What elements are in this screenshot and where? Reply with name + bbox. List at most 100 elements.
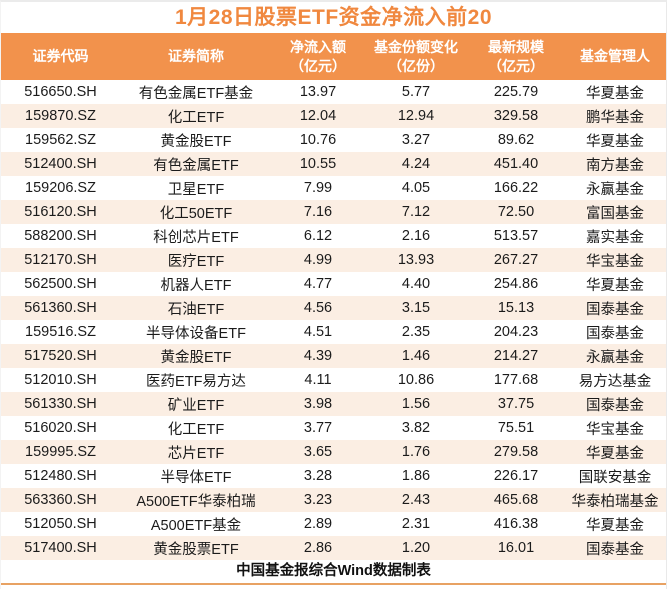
column-header-latest-scale: 最新规模 （亿元） [488,38,544,74]
latest-scale-cell: 177.68 [493,372,539,388]
table-row: 512480.SH 半导体ETF 3.28 1.86 226.17 国联安基金 [1,464,666,488]
share-change-cell: 1.56 [401,396,431,412]
share-change-cell: 7.12 [401,204,431,220]
code-cell: 159562.SZ [25,132,96,148]
share-change-cell: 3.15 [401,300,431,316]
manager-cell: 华夏基金 [586,445,644,462]
code-cell: 517400.SH [24,540,97,556]
column-header-net-inflow: 净流入额 （亿元） [290,38,346,74]
manager-cell: 华宝基金 [586,253,644,270]
table-row: 159562.SZ 黄金股ETF 10.76 3.27 89.62 华夏基金 [1,128,666,152]
manager-cell: 永赢基金 [586,349,644,366]
name-cell: 医药ETF易方达 [146,373,246,390]
net-inflow-cell: 3.28 [303,468,333,484]
latest-scale-cell: 226.17 [493,468,539,484]
latest-scale-cell: 267.27 [493,252,539,268]
code-cell: 562500.SH [24,276,97,292]
source-note: 中国基金报综合Wind数据制表 [236,563,431,579]
code-cell: 159206.SZ [25,180,96,196]
name-cell: A500ETF基金 [150,517,242,534]
manager-cell: 华泰柏瑞基金 [571,493,659,510]
manager-cell: 嘉实基金 [586,229,644,246]
net-inflow-cell: 10.55 [299,156,337,172]
share-change-cell: 4.24 [401,156,431,172]
latest-scale-cell: 225.79 [493,84,539,100]
net-inflow-cell: 7.99 [303,180,333,196]
name-cell: 半导体ETF [160,469,232,486]
name-cell: 矿业ETF [167,397,225,414]
manager-cell: 富国基金 [586,205,644,222]
name-cell: A500ETF华泰柏瑞 [136,493,256,510]
manager-cell: 华夏基金 [586,277,644,294]
name-cell: 有色金属ETF基金 [138,85,254,102]
latest-scale-cell: 513.57 [493,228,539,244]
net-inflow-cell: 6.12 [303,228,333,244]
share-change-cell: 2.43 [401,492,431,508]
manager-cell: 国泰基金 [586,541,644,558]
table-row: 159995.SZ 芯片ETF 3.65 1.76 279.58 华夏基金 [1,440,666,464]
name-cell: 黄金股票ETF [153,541,239,558]
column-header-name: 证券简称 [168,48,224,64]
table-row: 516650.SH 有色金属ETF基金 13.97 5.77 225.79 华夏基金 [1,80,666,104]
net-inflow-cell: 2.89 [303,516,333,532]
code-cell: 516020.SH [24,420,97,436]
net-inflow-cell: 4.99 [303,252,333,268]
name-cell: 芯片ETF [167,445,225,462]
manager-cell: 永赢基金 [586,181,644,198]
net-inflow-cell: 10.76 [299,132,337,148]
code-cell: 516650.SH [24,84,97,100]
column-header-code: 证券代码 [32,48,89,64]
share-change-cell: 5.77 [401,84,431,100]
net-inflow-cell: 4.51 [303,324,333,340]
name-cell: 半导体设备ETF [146,325,246,342]
latest-scale-cell: 465.68 [493,492,539,508]
code-cell: 517520.SH [24,348,97,364]
manager-cell: 华夏基金 [586,85,644,102]
name-cell: 卫星ETF [167,181,225,198]
latest-scale-cell: 204.23 [493,324,539,340]
table-row: 561330.SH 矿业ETF 3.98 1.56 37.75 国泰基金 [1,392,666,416]
name-cell: 化工ETF [167,421,225,438]
column-header-manager: 基金管理人 [580,48,650,64]
net-inflow-cell: 12.04 [299,108,337,124]
code-cell: 512170.SH [24,252,97,268]
code-cell: 512400.SH [24,156,97,172]
manager-cell: 鹏华基金 [586,109,644,126]
net-inflow-cell: 3.23 [303,492,333,508]
net-inflow-cell: 7.16 [303,204,333,220]
table-row: 588200.SH 科创芯片ETF 6.12 2.16 513.57 嘉实基金 [1,224,666,248]
name-cell: 科创芯片ETF [153,229,239,246]
table-row: 512050.SH A500ETF基金 2.89 2.31 416.38 华夏基金 [1,512,666,536]
share-change-cell: 4.40 [401,276,431,292]
table-row: 561360.SH 石油ETF 4.56 3.15 15.13 国泰基金 [1,296,666,320]
net-inflow-cell: 13.97 [299,84,337,100]
code-cell: 512010.SH [24,372,97,388]
latest-scale-cell: 279.58 [493,444,539,460]
code-cell: 159995.SZ [25,444,96,460]
table-row: 512400.SH 有色金属ETF 10.55 4.24 451.40 南方基金 [1,152,666,176]
share-change-cell: 1.20 [401,540,431,556]
latest-scale-cell: 329.58 [493,108,539,124]
net-inflow-cell: 3.98 [303,396,333,412]
latest-scale-cell: 214.27 [493,348,539,364]
code-cell: 159516.SZ [25,324,96,340]
name-cell: 化工ETF [167,109,225,126]
bottom-divider [1,583,666,585]
table-row: 516120.SH 化工50ETF 7.16 7.12 72.50 富国基金 [1,200,666,224]
table-row: 159206.SZ 卫星ETF 7.99 4.05 166.22 永赢基金 [1,176,666,200]
manager-cell: 国泰基金 [586,301,644,318]
latest-scale-cell: 166.22 [493,180,539,196]
code-cell: 159870.SZ [25,108,96,124]
table-row: 517400.SH 黄金股票ETF 2.86 1.20 16.01 国泰基金 [1,536,666,560]
name-cell: 黄金股ETF [160,133,232,150]
name-cell: 有色金属ETF [153,157,239,174]
table-body: 516650.SH 有色金属ETF基金 13.97 5.77 225.79 华夏基金 159… [1,80,666,560]
name-cell: 医疗ETF [167,253,225,270]
net-inflow-cell: 4.56 [303,300,333,316]
net-inflow-cell: 4.77 [303,276,333,292]
net-inflow-cell: 3.77 [303,420,333,436]
net-inflow-cell: 4.11 [304,372,332,388]
table-row: 516020.SH 化工ETF 3.77 3.82 75.51 华宝基金 [1,416,666,440]
table-row: 563360.SH A500ETF华泰柏瑞 3.23 2.43 465.68 华泰柏瑞基金 [1,488,666,512]
